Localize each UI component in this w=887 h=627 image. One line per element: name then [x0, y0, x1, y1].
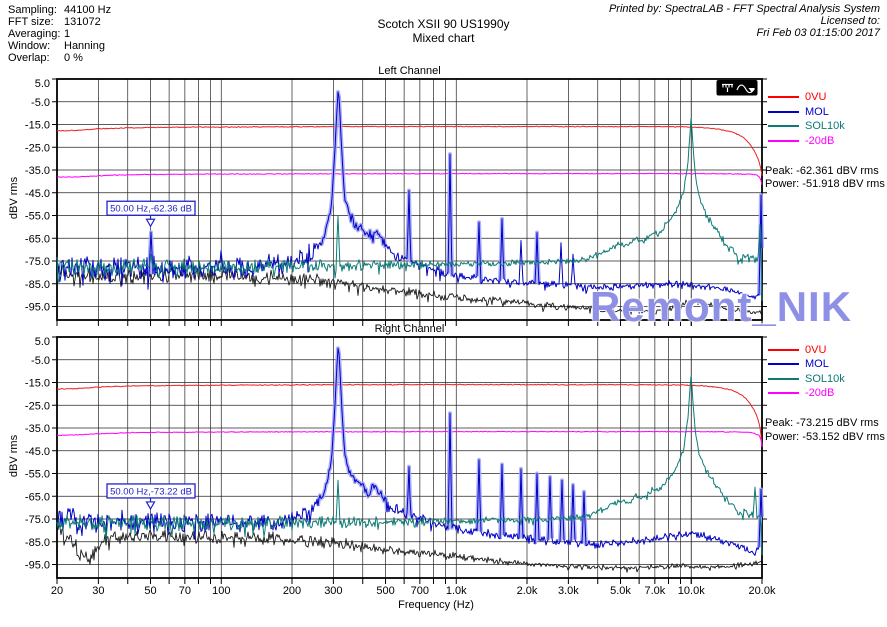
y-tick-label: -25.0	[25, 142, 50, 154]
x-axis-title: Frequency (Hz)	[398, 599, 474, 611]
title-line-1: Scotch XSII 90 US1990y	[377, 17, 510, 31]
param-row: Overlap: 0 %	[8, 52, 83, 64]
x-tick-label: 500	[376, 585, 394, 597]
series-MOL	[56, 91, 763, 300]
title-line-2: Mixed chart	[412, 31, 475, 45]
brush-sine-icon	[722, 83, 756, 94]
channel-title: Left Channel	[378, 65, 440, 77]
y-tick-label: -65.0	[25, 233, 50, 245]
x-tick-label: 200	[283, 585, 301, 597]
y-tick-label: 5.0	[35, 78, 50, 90]
series-SOL10k	[56, 375, 763, 556]
param-row: Sampling: 44100 Hz	[8, 4, 112, 16]
x-tick-label: 3.0k	[558, 585, 579, 597]
x-tick-label: 300	[324, 585, 342, 597]
y-tick-label: -85.0	[25, 279, 50, 291]
y-tick-label: -25.0	[25, 400, 50, 412]
channel-title: Right Channel	[375, 323, 445, 335]
analysis-params: Sampling: 44100 Hz FFT size: 131072 Averagin…	[8, 4, 111, 64]
x-tick-label: 30	[92, 585, 104, 597]
report-title: Scotch XSII 90 US1990y Mixed chart	[0, 17, 887, 45]
print-info: Printed by: SpectraLAB - FFT Spectral An…	[609, 3, 880, 39]
series-MOL	[56, 347, 763, 556]
y-tick-label: -15.0	[25, 378, 50, 390]
y-tick-label: -95.0	[25, 302, 50, 314]
y-axis-title-right-channel: dBV rms	[8, 434, 20, 478]
print-date-text: Fri Feb 03 01:15:00 2017	[756, 27, 880, 39]
y-tick-label: -95.0	[25, 560, 50, 572]
plot-options-button[interactable]	[716, 80, 758, 96]
watermark: Remont_NIK	[590, 283, 853, 330]
y-axis-title-left-channel: dBV rms	[8, 176, 20, 220]
grid	[57, 337, 762, 578]
series-noise-floor	[56, 524, 763, 573]
series-SOL10k	[56, 118, 763, 301]
y-tick-label: -15.0	[25, 120, 50, 132]
x-tick-label: 1.0k	[446, 585, 467, 597]
marker-arrow-icon	[145, 501, 156, 511]
plot-frame	[56, 336, 763, 579]
marker-arrow-icon	[145, 218, 156, 228]
x-tick-label: 70	[179, 585, 191, 597]
x-tick-label: 100	[212, 585, 230, 597]
y-tick-label: -55.0	[25, 469, 50, 481]
x-tick-label: 2.0k	[517, 585, 538, 597]
marker-label: 50.00 Hz,-62.36 dB	[110, 204, 192, 215]
y-tick-label: -5.0	[31, 97, 50, 109]
y-tick-label: -65.0	[25, 491, 50, 503]
y-tick-label: -35.0	[25, 165, 50, 177]
x-tick-label: 7.0k	[644, 585, 665, 597]
x-tick-label: 20	[51, 585, 63, 597]
param-row: FFT size: 131072	[8, 16, 101, 28]
peak-marker[interactable]: 50.00 Hz,-62.36 dB	[106, 200, 196, 228]
param-row: Averaging: 1	[8, 28, 71, 40]
y-tick-label: -85.0	[25, 537, 50, 549]
chart-left-channel: 5.0 -5.0 -15.0 -25.0 -35.0 -45.0 -55.0 -65.0 -75…	[25, 65, 767, 326]
peak-marker[interactable]: 50.00 Hz,-73.22 dB	[106, 483, 196, 511]
param-row: Window: Hanning	[8, 40, 105, 52]
x-tick-label: 5.0k	[610, 585, 631, 597]
y-tick-label: -35.0	[25, 423, 50, 435]
x-tick-label: 10.0k	[678, 585, 705, 597]
printed-by-text: Printed by: SpectraLAB - FFT Spectral An…	[608, 3, 880, 15]
series-0VU	[56, 125, 763, 176]
y-tick-label: -75.0	[25, 256, 50, 268]
y-tick-label: -45.0	[25, 446, 50, 458]
marker-box	[106, 483, 196, 499]
y-tick-label: -75.0	[25, 514, 50, 526]
series--20dB	[56, 172, 763, 185]
marker-label: 50.00 Hz,-73.22 dB	[110, 486, 192, 497]
y-tick-label: -45.0	[25, 188, 50, 200]
licensed-to-text: Licensed to:	[820, 15, 880, 27]
y-tick-label: -5.0	[31, 355, 50, 367]
series-0VU	[56, 383, 763, 447]
marker-box	[106, 200, 196, 216]
y-tick-label: 5.0	[35, 336, 50, 348]
x-tick-label: 50	[144, 585, 156, 597]
series--20dB	[56, 430, 763, 447]
chart-right-channel: 5.0 -5.0 -15.0 -25.0 -35.0 -45.0 -55.0 -65.0 -75…	[25, 323, 767, 584]
x-tick-label: 20.0k	[749, 585, 776, 597]
y-tick-label: -55.0	[25, 211, 50, 223]
x-tick-label: 700	[411, 585, 429, 597]
